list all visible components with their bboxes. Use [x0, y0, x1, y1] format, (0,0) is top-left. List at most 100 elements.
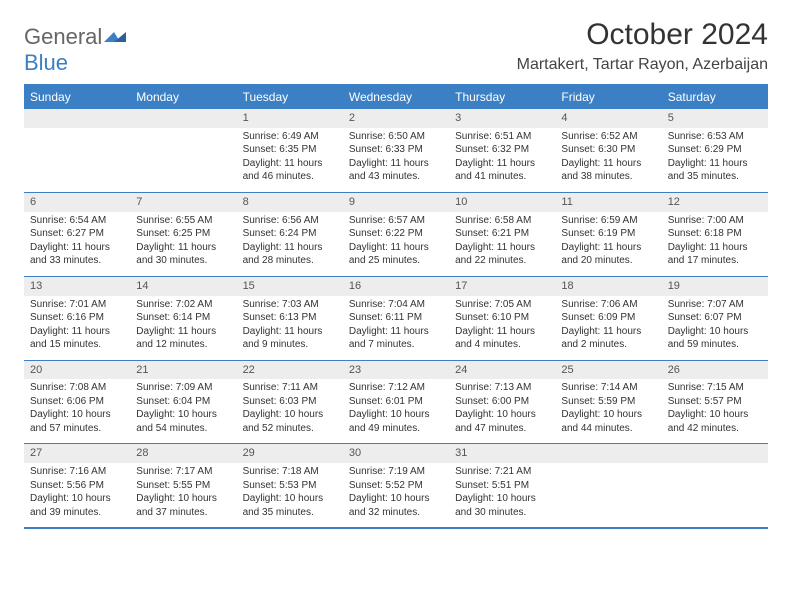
day-cell-num: 26 — [662, 360, 768, 379]
day-header: Thursday — [449, 85, 555, 109]
day-cell-data: Sunrise: 6:59 AMSunset: 6:19 PMDaylight:… — [555, 212, 661, 277]
day-cell-num: 24 — [449, 360, 555, 379]
day-number: 6 — [24, 193, 130, 212]
day-number: 2 — [343, 109, 449, 128]
day-cell-num: 27 — [24, 444, 130, 463]
location-text: Martakert, Tartar Rayon, Azerbaijan — [517, 56, 768, 74]
day-cell-data: Sunrise: 7:04 AMSunset: 6:11 PMDaylight:… — [343, 296, 449, 361]
day-cell-num: 16 — [343, 276, 449, 295]
day-number: 29 — [237, 444, 343, 463]
day-cell-num: 5 — [662, 109, 768, 128]
day-cell-data: Sunrise: 7:16 AMSunset: 5:56 PMDaylight:… — [24, 463, 130, 528]
day-data: Sunrise: 6:53 AMSunset: 6:29 PMDaylight:… — [662, 128, 768, 192]
day-cell-num: 25 — [555, 360, 661, 379]
day-cell-num: 15 — [237, 276, 343, 295]
day-number: 15 — [237, 277, 343, 296]
day-cell-data: Sunrise: 7:08 AMSunset: 6:06 PMDaylight:… — [24, 379, 130, 444]
day-cell-num: 13 — [24, 276, 130, 295]
day-data: Sunrise: 6:58 AMSunset: 6:21 PMDaylight:… — [449, 212, 555, 276]
day-number: 4 — [555, 109, 661, 128]
day-cell-data: Sunrise: 6:50 AMSunset: 6:33 PMDaylight:… — [343, 128, 449, 193]
day-number: 19 — [662, 277, 768, 296]
day-number: 9 — [343, 193, 449, 212]
day-data: Sunrise: 6:59 AMSunset: 6:19 PMDaylight:… — [555, 212, 661, 276]
calendar-header-row: SundayMondayTuesdayWednesdayThursdayFrid… — [24, 85, 768, 109]
day-number: 13 — [24, 277, 130, 296]
day-cell-num: 2 — [343, 109, 449, 128]
day-cell-data: Sunrise: 6:54 AMSunset: 6:27 PMDaylight:… — [24, 212, 130, 277]
day-cell-data: Sunrise: 6:49 AMSunset: 6:35 PMDaylight:… — [237, 128, 343, 193]
day-header: Tuesday — [237, 85, 343, 109]
header: General Blue October 2024 Martakert, Tar… — [24, 18, 768, 76]
day-cell-num: 20 — [24, 360, 130, 379]
day-cell-data: Sunrise: 6:52 AMSunset: 6:30 PMDaylight:… — [555, 128, 661, 193]
calendar-data-row: Sunrise: 7:16 AMSunset: 5:56 PMDaylight:… — [24, 463, 768, 528]
day-cell-data: Sunrise: 7:18 AMSunset: 5:53 PMDaylight:… — [237, 463, 343, 528]
calendar-data-row: Sunrise: 6:54 AMSunset: 6:27 PMDaylight:… — [24, 212, 768, 277]
day-cell-data: Sunrise: 7:02 AMSunset: 6:14 PMDaylight:… — [130, 296, 236, 361]
day-cell-num: 28 — [130, 444, 236, 463]
day-number: 22 — [237, 361, 343, 380]
day-data: Sunrise: 7:05 AMSunset: 6:10 PMDaylight:… — [449, 296, 555, 360]
day-number: 12 — [662, 193, 768, 212]
day-number: 1 — [237, 109, 343, 128]
title-block: October 2024 Martakert, Tartar Rayon, Az… — [517, 18, 768, 74]
day-cell-data: Sunrise: 7:01 AMSunset: 6:16 PMDaylight:… — [24, 296, 130, 361]
day-number: 24 — [449, 361, 555, 380]
day-number: 7 — [130, 193, 236, 212]
day-data: Sunrise: 6:52 AMSunset: 6:30 PMDaylight:… — [555, 128, 661, 192]
day-data: Sunrise: 6:57 AMSunset: 6:22 PMDaylight:… — [343, 212, 449, 276]
day-cell-num: 18 — [555, 276, 661, 295]
day-cell-num: 23 — [343, 360, 449, 379]
day-cell-data: Sunrise: 7:11 AMSunset: 6:03 PMDaylight:… — [237, 379, 343, 444]
day-header: Saturday — [662, 85, 768, 109]
day-data: Sunrise: 7:14 AMSunset: 5:59 PMDaylight:… — [555, 379, 661, 443]
day-number: 5 — [662, 109, 768, 128]
day-number: 28 — [130, 444, 236, 463]
calendar-data-row: Sunrise: 7:01 AMSunset: 6:16 PMDaylight:… — [24, 296, 768, 361]
day-number: 27 — [24, 444, 130, 463]
calendar-table: SundayMondayTuesdayWednesdayThursdayFrid… — [24, 84, 768, 529]
day-cell-data: Sunrise: 7:07 AMSunset: 6:07 PMDaylight:… — [662, 296, 768, 361]
day-cell-data: Sunrise: 7:21 AMSunset: 5:51 PMDaylight:… — [449, 463, 555, 528]
day-data: Sunrise: 7:18 AMSunset: 5:53 PMDaylight:… — [237, 463, 343, 527]
day-cell-num: 10 — [449, 192, 555, 211]
day-data: Sunrise: 7:01 AMSunset: 6:16 PMDaylight:… — [24, 296, 130, 360]
day-cell-num — [662, 444, 768, 463]
day-cell-data: Sunrise: 7:06 AMSunset: 6:09 PMDaylight:… — [555, 296, 661, 361]
day-cell-data: Sunrise: 6:55 AMSunset: 6:25 PMDaylight:… — [130, 212, 236, 277]
day-data: Sunrise: 6:50 AMSunset: 6:33 PMDaylight:… — [343, 128, 449, 192]
day-cell-num: 29 — [237, 444, 343, 463]
logo-arrow-icon — [104, 28, 126, 49]
day-number: 14 — [130, 277, 236, 296]
calendar-daynum-row: 2728293031 — [24, 444, 768, 463]
day-cell-data: Sunrise: 7:05 AMSunset: 6:10 PMDaylight:… — [449, 296, 555, 361]
day-cell-data: Sunrise: 6:53 AMSunset: 6:29 PMDaylight:… — [662, 128, 768, 193]
day-cell-data: Sunrise: 6:51 AMSunset: 6:32 PMDaylight:… — [449, 128, 555, 193]
day-cell-num: 7 — [130, 192, 236, 211]
day-cell-data — [555, 463, 661, 528]
day-cell-data: Sunrise: 6:57 AMSunset: 6:22 PMDaylight:… — [343, 212, 449, 277]
calendar-daynum-row: 13141516171819 — [24, 276, 768, 295]
logo-text-blue: Blue — [24, 50, 68, 75]
day-data: Sunrise: 7:04 AMSunset: 6:11 PMDaylight:… — [343, 296, 449, 360]
day-cell-num: 19 — [662, 276, 768, 295]
day-cell-num: 9 — [343, 192, 449, 211]
day-cell-data: Sunrise: 6:58 AMSunset: 6:21 PMDaylight:… — [449, 212, 555, 277]
day-number: 10 — [449, 193, 555, 212]
day-cell-num — [130, 109, 236, 128]
day-number: 17 — [449, 277, 555, 296]
day-data: Sunrise: 7:16 AMSunset: 5:56 PMDaylight:… — [24, 463, 130, 527]
day-cell-data: Sunrise: 6:56 AMSunset: 6:24 PMDaylight:… — [237, 212, 343, 277]
day-number: 18 — [555, 277, 661, 296]
day-data: Sunrise: 7:06 AMSunset: 6:09 PMDaylight:… — [555, 296, 661, 360]
day-data: Sunrise: 7:19 AMSunset: 5:52 PMDaylight:… — [343, 463, 449, 527]
day-cell-data — [130, 128, 236, 193]
day-cell-num: 4 — [555, 109, 661, 128]
day-cell-num: 31 — [449, 444, 555, 463]
day-number: 3 — [449, 109, 555, 128]
day-number: 20 — [24, 361, 130, 380]
day-data: Sunrise: 7:17 AMSunset: 5:55 PMDaylight:… — [130, 463, 236, 527]
day-number: 16 — [343, 277, 449, 296]
day-number: 31 — [449, 444, 555, 463]
